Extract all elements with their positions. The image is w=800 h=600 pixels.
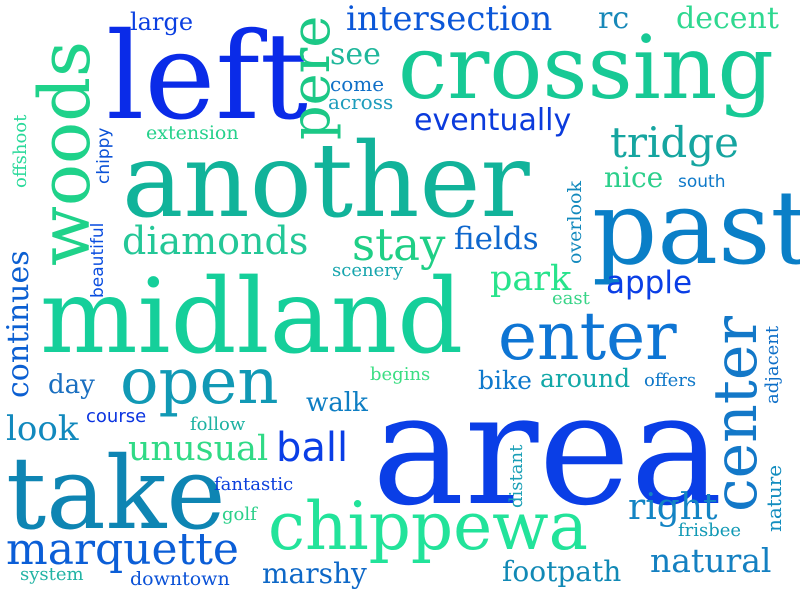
word-rc: rc [598, 1, 630, 36]
word-adjacent: adjacent [762, 325, 783, 404]
word-offers: offers [644, 370, 697, 391]
word-beautiful: beautiful [88, 222, 108, 298]
word-large: large [130, 8, 194, 36]
word-park: park [490, 259, 572, 299]
word-see: see [330, 37, 381, 72]
word-footpath: footpath [502, 555, 622, 588]
word-come: come [330, 72, 385, 96]
word-chippewa: chippewa [268, 488, 588, 565]
word-chippy: chippy [94, 127, 114, 185]
word-bike: bike [478, 366, 532, 395]
word-scenery: scenery [332, 260, 403, 281]
word-stay: stay [352, 218, 446, 271]
word-past: past [592, 169, 800, 288]
word-fantastic: fantastic [214, 474, 294, 495]
word-around: around [540, 364, 631, 393]
word-east: east [552, 288, 590, 309]
word-eventually: eventually [414, 103, 572, 138]
word-intersection: intersection [346, 0, 553, 39]
word-pere: pere [279, 15, 342, 140]
word-downtown: downtown [130, 568, 230, 590]
word-golf: golf [222, 504, 257, 525]
word-offshoot: offshoot [10, 114, 31, 188]
word-crossing: crossing [398, 16, 774, 119]
word-center: center [701, 315, 771, 512]
word-extension: extension [146, 122, 239, 144]
word-begins: begins [370, 364, 431, 385]
word-continues: continues [1, 250, 36, 398]
word-system: system [20, 564, 84, 585]
word-marquette: marquette [6, 524, 239, 575]
word-take: take [6, 435, 226, 552]
word-across: across [328, 90, 394, 114]
word-walk: walk [306, 388, 368, 418]
word-area: area [372, 359, 723, 540]
word-diamonds: diamonds [122, 219, 309, 263]
word-open: open [120, 345, 279, 419]
word-look: look [6, 409, 79, 449]
word-day: day [48, 370, 95, 400]
word-tridge: tridge [610, 118, 740, 167]
word-south: south [678, 172, 726, 192]
word-follow: follow [190, 414, 246, 435]
word-overlook: overlook [564, 181, 586, 264]
word-right: right [628, 487, 718, 528]
word-left: left [106, 8, 309, 147]
word-apple: apple [606, 265, 693, 301]
word-marshy: marshy [262, 557, 367, 590]
word-nice: nice [604, 161, 664, 194]
word-ball: ball [276, 425, 349, 471]
word-another: another [122, 121, 530, 241]
word-enter: enter [498, 298, 677, 375]
word-distant: distant [506, 444, 527, 508]
word-nature: nature [762, 464, 786, 532]
word-frisbee: frisbee [678, 520, 742, 541]
word-fields: fields [454, 221, 539, 257]
word-natural: natural [650, 541, 772, 580]
word-midland: midland [40, 257, 464, 377]
word-unusual: unusual [128, 429, 269, 469]
word-course: course [86, 406, 147, 427]
word-decent: decent [676, 1, 779, 36]
